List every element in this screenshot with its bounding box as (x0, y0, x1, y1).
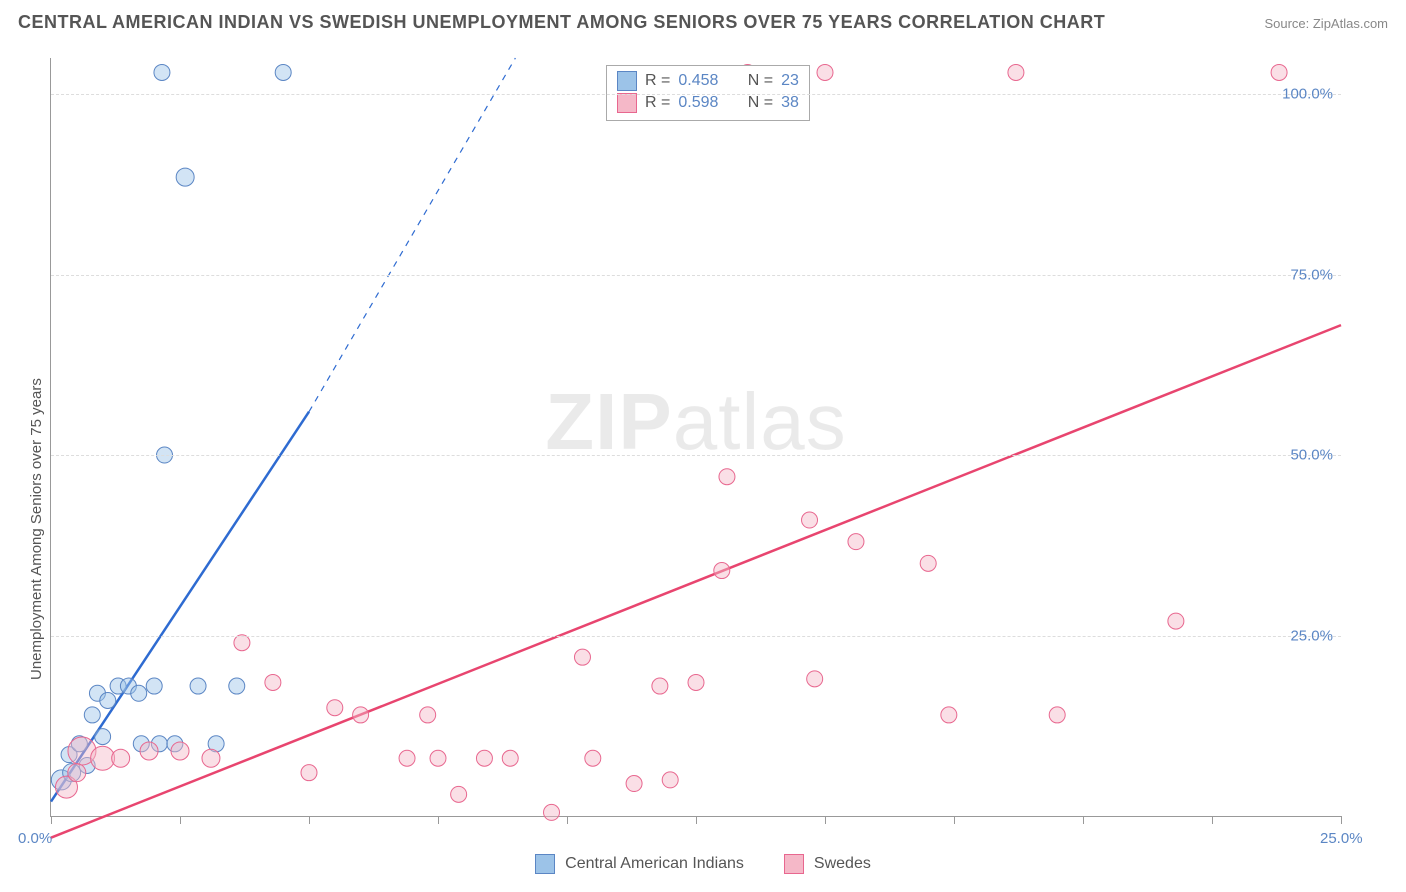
data-point-swedes (91, 746, 115, 770)
x-tick (1212, 816, 1213, 824)
data-point-swedes (112, 749, 130, 767)
data-point-central_american_indians (154, 64, 170, 80)
data-point-central_american_indians (95, 729, 111, 745)
data-point-swedes (1008, 64, 1024, 80)
data-point-swedes (662, 772, 678, 788)
data-point-swedes (1168, 613, 1184, 629)
x-tick (696, 816, 697, 824)
x-tick (438, 816, 439, 824)
data-point-swedes (265, 674, 281, 690)
legend-swatch (617, 93, 637, 113)
legend-n-label: N = (748, 92, 773, 114)
grid-line (51, 275, 1341, 276)
data-point-central_american_indians (100, 692, 116, 708)
data-point-central_american_indians (229, 678, 245, 694)
legend-n-label: N = (748, 70, 773, 92)
data-point-swedes (807, 671, 823, 687)
x-tick-label-max: 25.0% (1320, 830, 1363, 847)
trend-line-swedes (51, 325, 1341, 838)
data-point-swedes (626, 776, 642, 792)
legend-r-value: 0.458 (678, 70, 718, 92)
x-tick (51, 816, 52, 824)
data-point-swedes (68, 764, 86, 782)
data-point-swedes (585, 750, 601, 766)
data-point-swedes (817, 64, 833, 80)
legend-swatch (617, 71, 637, 91)
x-tick (309, 816, 310, 824)
data-point-swedes (502, 750, 518, 766)
grid-line (51, 455, 1341, 456)
chart-svg (51, 58, 1341, 816)
data-point-swedes (1049, 707, 1065, 723)
bottom-legend-label: Swedes (814, 855, 871, 873)
bottom-legend-item: Swedes (784, 854, 871, 874)
bottom-legend: Central American Indians Swedes (0, 854, 1406, 874)
data-point-central_american_indians (176, 168, 194, 186)
data-point-central_american_indians (131, 685, 147, 701)
x-tick (825, 816, 826, 824)
data-point-swedes (202, 749, 220, 767)
y-tick-label: 25.0% (1290, 627, 1333, 644)
legend-swatch (535, 854, 555, 874)
data-point-swedes (430, 750, 446, 766)
data-point-swedes (802, 512, 818, 528)
data-point-central_american_indians (146, 678, 162, 694)
x-tick (567, 816, 568, 824)
legend-swatch (784, 854, 804, 874)
data-point-swedes (399, 750, 415, 766)
data-point-swedes (848, 534, 864, 550)
data-point-swedes (941, 707, 957, 723)
y-tick-label: 100.0% (1282, 86, 1333, 103)
data-point-swedes (234, 635, 250, 651)
legend-stats-row: R = 0.458 N = 23 (617, 70, 799, 92)
legend-n-value: 38 (781, 92, 799, 114)
data-point-swedes (652, 678, 668, 694)
legend-r-label: R = (645, 70, 670, 92)
data-point-central_american_indians (275, 64, 291, 80)
x-tick-label-min: 0.0% (18, 830, 52, 847)
legend-stats-row: R = 0.598 N = 38 (617, 92, 799, 114)
x-tick (1341, 816, 1342, 824)
data-point-central_american_indians (190, 678, 206, 694)
data-point-swedes (301, 765, 317, 781)
x-tick (954, 816, 955, 824)
data-point-swedes (574, 649, 590, 665)
legend-r-label: R = (645, 92, 670, 114)
data-point-swedes (353, 707, 369, 723)
bottom-legend-item: Central American Indians (535, 854, 744, 874)
chart-title: CENTRAL AMERICAN INDIAN VS SWEDISH UNEMP… (18, 12, 1105, 33)
grid-line (51, 94, 1341, 95)
trend-line-dashed-central_american_indians (309, 58, 515, 412)
source-label: Source: ZipAtlas.com (1264, 16, 1388, 31)
data-point-swedes (1271, 64, 1287, 80)
y-tick-label: 75.0% (1290, 266, 1333, 283)
x-tick (180, 816, 181, 824)
legend-n-value: 23 (781, 70, 799, 92)
legend-r-value: 0.598 (678, 92, 718, 114)
data-point-swedes (451, 786, 467, 802)
data-point-swedes (420, 707, 436, 723)
grid-line (51, 636, 1341, 637)
data-point-swedes (327, 700, 343, 716)
bottom-legend-label: Central American Indians (565, 855, 744, 873)
data-point-swedes (171, 742, 189, 760)
data-point-swedes (544, 804, 560, 820)
x-tick (1083, 816, 1084, 824)
data-point-central_american_indians (84, 707, 100, 723)
data-point-swedes (714, 563, 730, 579)
y-tick-label: 50.0% (1290, 447, 1333, 464)
legend-stats-box: R = 0.458 N = 23R = 0.598 N = 38 (606, 65, 810, 121)
plot-area: ZIPatlas R = 0.458 N = 23R = 0.598 N = 3… (50, 58, 1341, 817)
data-point-swedes (688, 674, 704, 690)
data-point-swedes (140, 742, 158, 760)
y-axis-label: Unemployment Among Seniors over 75 years (28, 378, 45, 680)
data-point-swedes (476, 750, 492, 766)
data-point-swedes (920, 555, 936, 571)
data-point-swedes (719, 469, 735, 485)
title-bar: CENTRAL AMERICAN INDIAN VS SWEDISH UNEMP… (18, 12, 1388, 33)
